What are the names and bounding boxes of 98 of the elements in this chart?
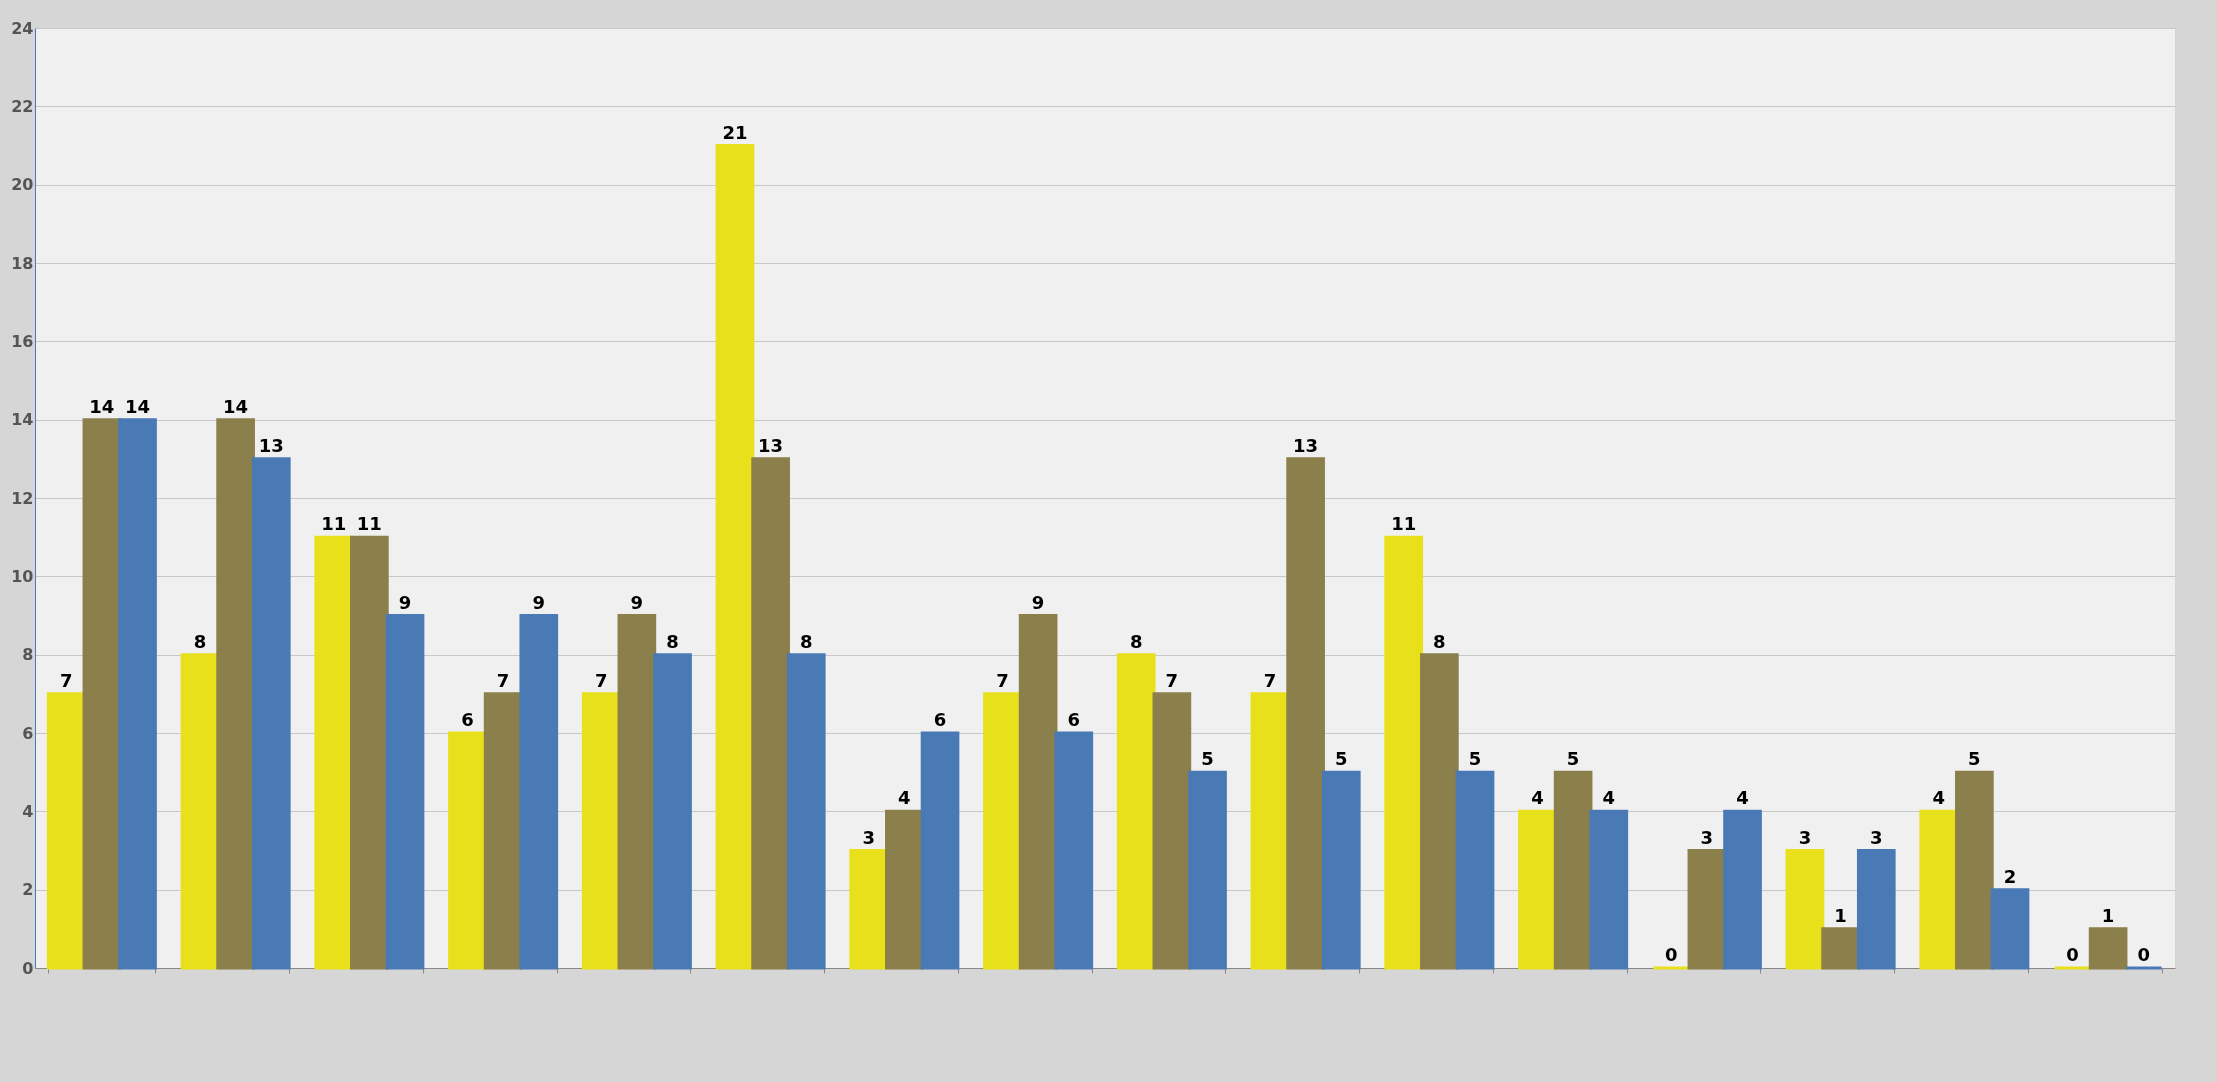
bar (1785, 849, 1825, 970)
y-tick-label: 10 (11, 566, 34, 586)
bar (46, 692, 86, 970)
bar (1384, 535, 1424, 970)
data-label: 7 (1165, 669, 1179, 691)
data-label: 7 (996, 669, 1009, 691)
bar (118, 418, 157, 970)
data-label: 14 (89, 395, 115, 417)
data-label: 8 (666, 630, 679, 652)
y-tick-label: 24 (11, 18, 34, 38)
y-tick-label: 20 (11, 175, 34, 195)
data-label: 13 (258, 434, 284, 456)
data-label: 13 (758, 434, 784, 456)
data-label: 6 (1067, 709, 1081, 730)
bar (1321, 770, 1361, 970)
data-label: 6 (461, 709, 474, 730)
data-label: 5 (1968, 748, 1981, 770)
data-label: 0 (1664, 944, 1678, 965)
data-label: 3 (1798, 826, 1812, 848)
bar (885, 809, 924, 970)
y-tick-label: 14 (11, 410, 34, 430)
bar (2088, 927, 2128, 970)
data-label: 8 (1433, 630, 1446, 652)
data-label: 14 (125, 395, 151, 417)
y-tick-label: 16 (11, 331, 34, 351)
data-label: 4 (898, 787, 911, 809)
bar (983, 692, 1022, 970)
data-label: 5 (1566, 748, 1580, 770)
bar (1054, 731, 1094, 970)
bar (1152, 692, 1192, 970)
bar (751, 457, 790, 970)
bar (519, 614, 559, 970)
bar (385, 614, 425, 970)
data-label: 9 (532, 591, 546, 613)
data-label: 14 (223, 395, 249, 417)
data-label: 0 (2137, 944, 2151, 965)
data-label: 9 (398, 591, 412, 613)
bar (581, 692, 621, 970)
bar (1286, 457, 1325, 970)
bar (448, 731, 487, 970)
data-label: 8 (1129, 630, 1143, 652)
bar (920, 731, 960, 970)
bar (1723, 809, 1762, 970)
bar (1955, 770, 1994, 970)
bar (1420, 653, 1459, 970)
data-label: 4 (1602, 787, 1616, 809)
data-label: 5 (1335, 748, 1348, 770)
y-tick-label: 12 (11, 488, 34, 508)
data-label: 8 (800, 630, 813, 652)
bar (786, 653, 826, 970)
data-label: 4 (1531, 787, 1544, 809)
data-label: 11 (1391, 513, 1417, 535)
bar (653, 653, 692, 970)
bar (1518, 809, 1557, 970)
y-tick-label: 8 (22, 645, 34, 665)
data-label: 11 (321, 513, 347, 535)
data-label: 2 (2003, 865, 2017, 887)
data-label: 0 (2066, 944, 2079, 965)
y-tick-label: 2 (22, 880, 34, 900)
y-tick-label: 0 (22, 958, 34, 978)
data-label: 11 (356, 513, 382, 535)
bar (1018, 614, 1058, 970)
bar (216, 418, 255, 970)
data-label: 3 (1870, 826, 1883, 848)
bar (1455, 770, 1495, 970)
data-label: 5 (1201, 748, 1214, 770)
bar (251, 457, 291, 970)
data-label: 7 (594, 669, 608, 691)
data-label: 5 (1468, 748, 1482, 770)
data-label: 4 (1932, 787, 1945, 809)
y-tick-label: 6 (22, 723, 34, 743)
data-label: 9 (630, 591, 644, 613)
data-label: 7 (496, 669, 510, 691)
data-label: 1 (1834, 904, 1847, 926)
data-label: 7 (1263, 669, 1277, 691)
bar (1589, 809, 1629, 970)
data-label: 13 (1293, 434, 1319, 456)
bar (1856, 849, 1896, 970)
data-label: 9 (1031, 591, 1045, 613)
data-label: 21 (722, 121, 748, 143)
y-tick-label: 4 (22, 801, 34, 821)
data-label: 7 (59, 669, 73, 691)
y-tick-label: 18 (11, 253, 34, 273)
data-label: 3 (1700, 826, 1714, 848)
bar (1116, 653, 1156, 970)
data-label: 1 (2101, 904, 2115, 926)
bar (350, 535, 389, 970)
y-tick-label: 22 (11, 96, 34, 116)
bar (617, 614, 657, 970)
data-label: 3 (862, 826, 875, 848)
bar (715, 144, 755, 970)
data-label: 4 (1736, 787, 1749, 809)
bar (1821, 927, 1860, 970)
bar (1188, 770, 1227, 970)
bar (1553, 770, 1593, 970)
data-label: 6 (933, 709, 947, 730)
data-label: 8 (193, 630, 207, 652)
bar (1990, 888, 2030, 970)
